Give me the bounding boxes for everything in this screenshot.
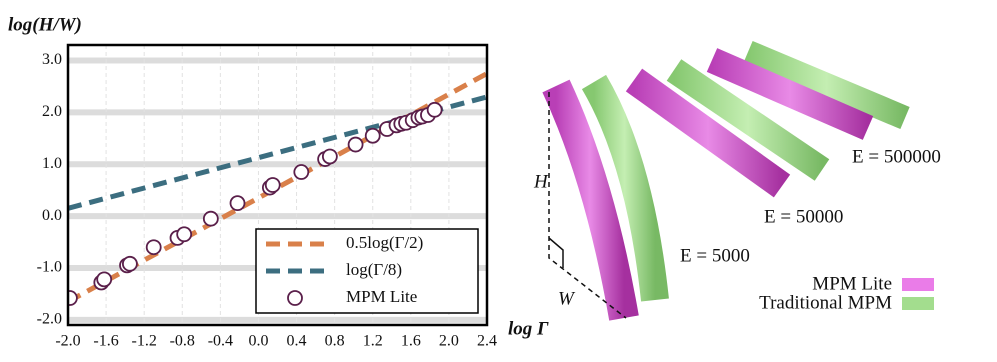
plot: -2.0 -1.0 0.0 1.0 2.0 3.0 -2.0 -1.6 -1.2 -0.8 -0.4…	[37, 43, 497, 350]
data-point	[364, 127, 381, 144]
data-point	[321, 148, 338, 165]
legend-label: 0.5log(Γ/2)	[346, 233, 423, 252]
energy-label: E = 500000	[852, 146, 941, 167]
w-label: W	[558, 288, 576, 309]
plot-frame	[66, 43, 489, 327]
y-tick-label: -2.0	[37, 310, 62, 327]
y-axis-title: log(H/W)	[8, 14, 82, 35]
dimension-line	[548, 92, 627, 319]
energy-label: E = 5000	[680, 245, 750, 266]
beam	[743, 40, 910, 130]
data-point	[202, 210, 219, 227]
data-point	[121, 255, 138, 272]
data-point	[68, 290, 78, 306]
legend-label: Traditional MPM	[759, 292, 892, 313]
x-tick-label: 2.0	[439, 333, 459, 350]
y-tick-label: -1.0	[37, 259, 62, 276]
data-point	[145, 239, 162, 256]
data-point	[264, 177, 281, 193]
y-tick-label: 2.0	[42, 103, 62, 120]
x-tick-label: 0.8	[325, 333, 345, 350]
data-point	[229, 195, 246, 212]
x-tick-label: 2.4	[477, 333, 497, 350]
illustration: H W E = 5000 E = 50000 E = 500000 MPM Li…	[533, 40, 941, 321]
data-point	[176, 226, 193, 243]
x-tick-label: 0.0	[248, 333, 268, 350]
beam	[625, 68, 791, 198]
x-tick-label: -0.4	[208, 333, 233, 350]
energy-label: E = 50000	[764, 206, 843, 227]
data-point	[426, 101, 443, 118]
legend-label: log(Γ/8)	[346, 260, 402, 279]
data-point	[96, 271, 113, 288]
beam	[542, 79, 639, 321]
y-tick-label: 3.0	[42, 51, 62, 68]
x-tick-label: -2.0	[55, 333, 80, 350]
legend-swatch	[902, 278, 934, 291]
legend-label: MPM Lite	[812, 273, 892, 294]
legend-marker	[287, 290, 303, 306]
x-tick-label: -1.2	[132, 333, 157, 350]
beam	[666, 59, 830, 181]
series-layer	[68, 71, 487, 306]
y-tick-label: 0.0	[42, 207, 62, 224]
beam	[581, 74, 669, 302]
right-angle	[548, 237, 564, 268]
data-point	[347, 136, 364, 153]
x-tick-label: 0.4	[287, 333, 307, 350]
beam	[706, 48, 874, 140]
legend-label: MPM Lite	[346, 287, 417, 306]
x-tick-label: 1.6	[401, 333, 421, 350]
x-tick-label: 1.2	[363, 333, 383, 350]
x-tick-label: -0.8	[170, 333, 195, 350]
legend-swatch	[902, 297, 934, 310]
y-tick-label: 1.0	[42, 155, 62, 172]
x-tick-label: -1.6	[93, 333, 118, 350]
data-point	[293, 164, 310, 180]
h-label: H	[533, 171, 549, 192]
x-axis-title: log Γ	[508, 318, 549, 339]
